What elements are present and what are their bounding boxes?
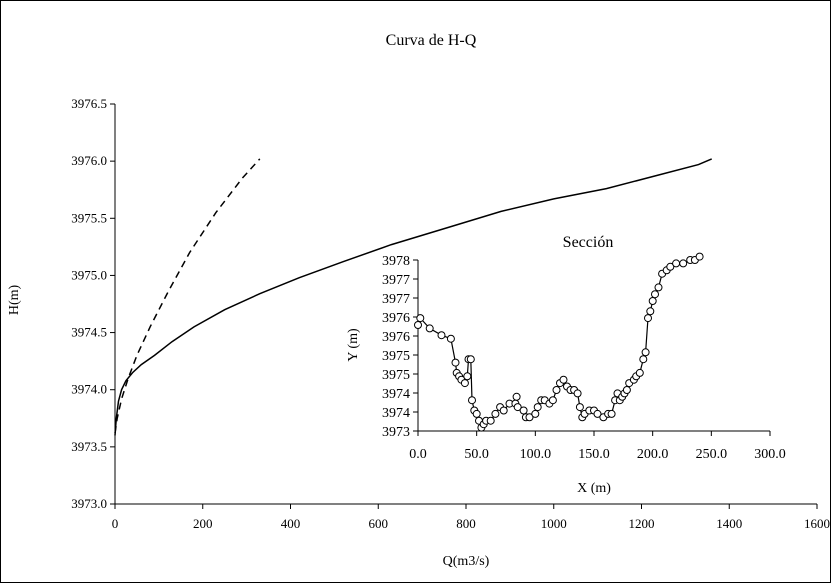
main-chart-title: Curva de H-Q [386, 32, 477, 49]
inset-x-axis-label: X (m) [577, 481, 611, 496]
inset-data-point [548, 396, 557, 405]
main-y-tick-label: 3974.0 [71, 382, 107, 397]
inset-data-point [512, 392, 521, 401]
inset-data-point [416, 314, 425, 323]
inset-data-point [666, 262, 675, 271]
inset-data-point [639, 355, 648, 364]
main-y-axis-label: H(m) [7, 285, 22, 316]
inset-data-point [519, 406, 528, 415]
inset-data-point [607, 409, 616, 418]
main-series-line-dashed [114, 158, 261, 434]
inset-y-tick-label: 3974 [382, 387, 410, 402]
main-y-tick-label: 3974.5 [71, 325, 107, 340]
main-x-tick-label: 600 [369, 516, 389, 531]
main-x-tick-label: 1000 [541, 516, 567, 531]
inset-data-point [437, 331, 446, 340]
main-x-tick-label: 1600 [804, 516, 830, 531]
main-series-line-solid [114, 158, 712, 436]
inset-data-point [646, 307, 655, 316]
inset-data-point [644, 314, 652, 323]
inset-y-tick-label: 3976 [382, 330, 410, 345]
inset-data-point [468, 396, 476, 405]
main-x-axis-label: Q(m3/s) [443, 554, 490, 569]
inset-y-tick-label: 3975 [382, 349, 410, 364]
inset-data-point [513, 403, 522, 412]
inset-series-group [414, 252, 704, 432]
inset-data-point [531, 409, 540, 418]
inset-x-tick-label: 150.0 [578, 447, 610, 462]
inset-data-point [499, 406, 508, 415]
inset-data-point [525, 413, 534, 422]
inset-y-tick-label: 3978 [382, 254, 410, 269]
inset-data-point [472, 409, 481, 418]
inset-x-tick-label: 100.0 [520, 447, 552, 462]
inset-data-point [414, 321, 422, 329]
inset-data-point [451, 358, 460, 367]
inset-x-tick-label: 50.0 [464, 447, 489, 462]
inset-data-point [533, 403, 542, 412]
inset-data-point [641, 348, 650, 357]
inset-data-point [460, 379, 469, 388]
inset-data-point [575, 403, 584, 412]
inset-x-tick-label: 200.0 [637, 447, 669, 462]
main-y-tick-label: 3975.0 [71, 267, 107, 282]
inset-data-point [635, 368, 644, 377]
inset-y-tick-label: 3977 [382, 273, 410, 288]
inset-data-point [651, 290, 659, 299]
main-x-tick-label: 400 [281, 516, 301, 531]
inset-data-point [679, 259, 688, 268]
inset-title: Sección [563, 234, 614, 251]
main-y-tick-label: 3976.0 [71, 153, 107, 168]
inset-data-point [573, 389, 582, 398]
main-y-tick-label: 3976.5 [71, 96, 107, 111]
inset-data-point [466, 355, 475, 364]
main-y-tick-label: 3973.5 [71, 439, 107, 454]
main-x-tick-label: 200 [193, 516, 213, 531]
main-y-tick-label: 3973.0 [71, 496, 107, 511]
inset-data-point [552, 386, 561, 394]
main-series-group [114, 158, 712, 436]
main-x-tick-label: 1200 [629, 516, 655, 531]
inset-data-point [463, 372, 472, 381]
inset-data-point [695, 252, 704, 261]
inset-data-point [654, 283, 663, 292]
inset-data-point [672, 259, 681, 268]
inset-x-tick-label: 0.0 [409, 447, 427, 462]
inset-data-point [559, 375, 568, 384]
main-x-tick-label: 1400 [716, 516, 742, 531]
inset-data-point [593, 409, 602, 418]
inset-y-tick-label: 3975 [382, 368, 410, 383]
inset-data-point [486, 416, 495, 425]
main-x-tick-label: 800 [456, 516, 476, 531]
inset-y-tick-label: 3974 [382, 406, 410, 421]
inset-data-point [491, 409, 500, 418]
inset-y-tick-label: 3973 [382, 425, 410, 440]
main-axes: 0 200 400 600 800 1000 1200 1400 1600 3973.0 3973.… [71, 96, 830, 531]
inset-y-tick-label: 3976 [382, 311, 410, 326]
inset-y-tick-label: 3977 [382, 292, 410, 307]
main-y-tick-label: 3975.5 [71, 210, 107, 225]
inset-axes: 0.0 50.0 100.0 150.0 200.0 250.0 300.0 3973 3974… [382, 254, 786, 462]
main-x-tick-label: 0 [112, 516, 119, 531]
inset-y-axis-label: Y (m) [346, 328, 361, 362]
inset-data-point [648, 297, 657, 305]
inset-data-point [622, 386, 631, 394]
inset-x-tick-label: 300.0 [754, 447, 786, 462]
inset-data-point [425, 324, 434, 333]
inset-x-tick-label: 250.0 [696, 447, 728, 462]
inset-data-point [446, 334, 455, 343]
